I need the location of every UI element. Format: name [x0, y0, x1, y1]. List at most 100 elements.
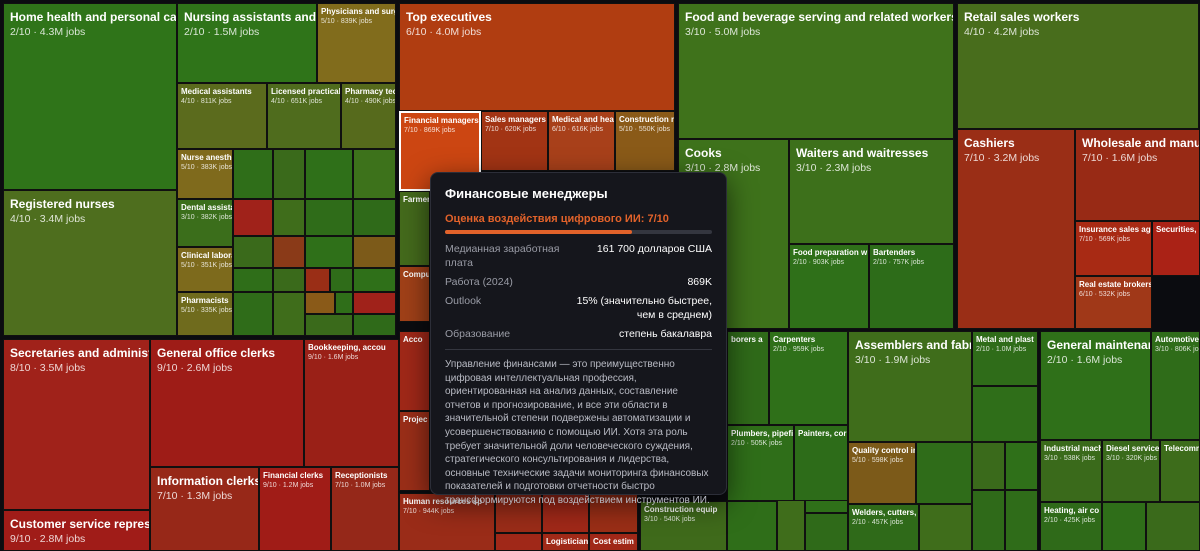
treemap-tile[interactable]: Securities, c	[1152, 221, 1200, 276]
treemap-tile-unlabeled[interactable]	[495, 533, 542, 551]
treemap-tile-unlabeled[interactable]	[1102, 502, 1146, 551]
treemap-tile-unlabeled[interactable]	[233, 292, 273, 336]
treemap-tile[interactable]: Waiters and waitresses 3/10 · 2.3M jobs	[789, 139, 954, 244]
tile-label: Financial clerks	[263, 471, 324, 480]
treemap-tile-unlabeled[interactable]	[233, 268, 273, 292]
treemap-tile[interactable]: Acco	[399, 331, 430, 411]
treemap-tile-unlabeled[interactable]	[330, 268, 353, 292]
treemap-tile[interactable]: Nursing assistants and orderlies 2/10 · 1…	[177, 3, 317, 83]
treemap-tile[interactable]: Cost estim	[589, 533, 638, 551]
treemap-tile-unlabeled[interactable]	[919, 504, 972, 551]
treemap-tile[interactable]: Licensed practical 4/10 · 651K jobs	[267, 83, 341, 149]
treemap-tile[interactable]: Assemblers and fabricators 3/10 · 1.9M jo…	[848, 331, 972, 442]
treemap-tile[interactable]: Food preparation w 2/10 · 903K jobs	[789, 244, 869, 329]
treemap-tile-unlabeled[interactable]	[305, 268, 330, 292]
treemap-tile[interactable]: Cashiers 7/10 · 3.2M jobs	[957, 129, 1075, 329]
treemap-tile[interactable]: Automotive t 3/10 · 806K jobs	[1151, 331, 1200, 440]
treemap-tile[interactable]: Receptionists 7/10 · 1.0M jobs	[331, 467, 399, 551]
treemap-tile-unlabeled[interactable]	[805, 513, 848, 551]
treemap-tile[interactable]: Retail sales workers 4/10 · 4.2M jobs	[957, 3, 1199, 129]
treemap-tile[interactable]: Construction m 5/10 · 550K jobs	[615, 111, 675, 171]
treemap-tile-unlabeled[interactable]	[1005, 490, 1038, 551]
treemap-tile[interactable]: Painters, cor	[794, 425, 848, 501]
treemap-tile-unlabeled[interactable]	[335, 292, 353, 314]
treemap-tile-unlabeled[interactable]	[972, 442, 1005, 490]
treemap-tile-unlabeled[interactable]	[305, 236, 353, 268]
tile-meta: 3/10 · 806K jobs	[1155, 346, 1199, 353]
treemap-tile-unlabeled[interactable]	[273, 268, 305, 292]
tooltip-score-bar	[445, 230, 712, 234]
treemap-tile-unlabeled[interactable]	[916, 442, 972, 504]
tile-meta: 9/10 · 1.2M jobs	[263, 482, 314, 489]
treemap-tile[interactable]: Pharmacists 5/10 · 335K jobs	[177, 292, 233, 336]
treemap-tile[interactable]: Real estate brokers 6/10 · 532K jobs	[1075, 276, 1152, 329]
treemap-tile[interactable]: Bookkeeping, accou 9/10 · 1.6M jobs	[304, 339, 399, 467]
treemap-tile[interactable]: Medical assistants 4/10 · 811K jobs	[177, 83, 267, 149]
treemap-tile-unlabeled[interactable]	[353, 292, 396, 314]
treemap-tile-unlabeled[interactable]	[273, 292, 305, 336]
treemap-tile[interactable]: General office clerks 9/10 · 2.6M jobs	[150, 339, 304, 467]
treemap-tile[interactable]: Quality control in 5/10 · 598K jobs	[848, 442, 916, 504]
treemap-tile[interactable]: Projec	[399, 411, 430, 491]
treemap-tile-unlabeled[interactable]	[972, 490, 1005, 551]
treemap-tile-unlabeled[interactable]	[233, 236, 273, 268]
treemap-tile[interactable]: Clinical labora 5/10 · 351K jobs	[177, 247, 233, 292]
treemap-tile-unlabeled[interactable]	[233, 149, 273, 199]
treemap-tile[interactable]: Home health and personal care 2/10 · 4.3M…	[3, 3, 177, 190]
treemap-tile-unlabeled[interactable]	[353, 199, 396, 236]
treemap-tile-unlabeled[interactable]	[1005, 442, 1038, 490]
treemap-tile[interactable]: Carpenters 2/10 · 959K jobs	[769, 331, 848, 425]
treemap-tile[interactable]: Financial clerks 9/10 · 1.2M jobs	[259, 467, 331, 551]
tile-label: Physicians and surgeons	[321, 7, 395, 16]
treemap-tile[interactable]: Secretaries and administrative 8/10 · 3.5…	[3, 339, 150, 510]
treemap-tile[interactable]: Pharmacy tec 4/10 · 490K jobs	[341, 83, 396, 149]
treemap-tile[interactable]: Logisticians	[542, 533, 589, 551]
treemap-tile[interactable]: Telecomm	[1160, 440, 1200, 502]
treemap-tile[interactable]: Dental assista 3/10 · 382K jobs	[177, 199, 233, 247]
treemap-tile[interactable]: Registered nurses 4/10 · 3.4M jobs	[3, 190, 177, 336]
treemap-tile[interactable]: General maintenance 2/10 · 1.6M jobs	[1040, 331, 1151, 440]
treemap-tile[interactable]: Compu	[399, 266, 430, 322]
treemap-tile[interactable]: Heating, air co 2/10 · 425K jobs	[1040, 502, 1102, 551]
treemap-tile-unlabeled[interactable]	[353, 236, 396, 268]
treemap-tile-unlabeled[interactable]	[233, 199, 273, 236]
treemap-tile[interactable]: Top executives 6/10 · 4.0M jobs	[399, 3, 675, 111]
treemap-tile[interactable]: Insurance sales age 7/10 · 569K jobs	[1075, 221, 1152, 276]
treemap-tile[interactable]: Bartenders 2/10 · 757K jobs	[869, 244, 954, 329]
tooltip-value: степень бакалавра	[619, 328, 712, 340]
tooltip-value: 15% (значительно быстрее, чем в среднем)	[576, 295, 712, 321]
treemap-tile-unlabeled[interactable]	[727, 501, 777, 551]
treemap-tile[interactable]: Welders, cutters, 2/10 · 457K jobs	[848, 504, 919, 551]
treemap-tile[interactable]: Physicians and surgeons 5/10 · 839K jobs	[317, 3, 396, 83]
tile-meta: 3/10 · 538K jobs	[1044, 455, 1095, 462]
treemap-tile-unlabeled[interactable]	[972, 386, 1038, 442]
treemap-tile-unlabeled[interactable]	[495, 493, 542, 533]
treemap-tile-unlabeled[interactable]	[305, 314, 353, 336]
treemap-tile[interactable]: Diesel service 3/10 · 320K jobs	[1102, 440, 1160, 502]
treemap-tile-unlabeled[interactable]	[353, 268, 396, 292]
treemap-tile-unlabeled[interactable]	[1146, 502, 1200, 551]
treemap-tile[interactable]: Medical and hea 6/10 · 616K jobs	[548, 111, 615, 171]
treemap-tile-unlabeled[interactable]	[589, 493, 638, 533]
treemap-tile[interactable]: Food and beverage serving and related wo…	[678, 3, 954, 139]
treemap-tile[interactable]: Wholesale and manufacturing 7/10 · 1.6M j…	[1075, 129, 1200, 221]
treemap-tile[interactable]: Sales managers 7/10 · 620K jobs	[481, 111, 548, 171]
treemap-tile[interactable]: Farmer	[399, 191, 430, 266]
treemap-tile-unlabeled[interactable]	[305, 149, 353, 199]
treemap-tile-unlabeled[interactable]	[273, 199, 305, 236]
treemap-tile[interactable]: Metal and plast 2/10 · 1.0M jobs	[972, 331, 1038, 386]
treemap-tile-unlabeled[interactable]	[273, 236, 305, 268]
treemap-tile-unlabeled[interactable]	[353, 314, 396, 336]
treemap-tile[interactable]: Plumbers, pipefitte 2/10 · 505K jobs	[727, 425, 794, 501]
treemap-tile[interactable]: borers a	[727, 331, 769, 425]
treemap-tile-unlabeled[interactable]	[305, 199, 353, 236]
tile-label: Nursing assistants and orderlies	[184, 10, 317, 24]
treemap-tile[interactable]: Information clerks 7/10 · 1.3M jobs	[150, 467, 259, 551]
treemap-tile[interactable]: Industrial mach 3/10 · 538K jobs	[1040, 440, 1102, 502]
treemap-tile-unlabeled[interactable]	[273, 149, 305, 199]
treemap-tile-unlabeled[interactable]	[305, 292, 335, 314]
treemap-tile[interactable]: Customer service representatives 9/10 · 2…	[3, 510, 150, 551]
treemap-tile[interactable]: Construction equip 3/10 · 540K jobs	[640, 501, 727, 551]
treemap-tile-unlabeled[interactable]	[353, 149, 396, 199]
treemap-tile[interactable]: Nurse anesthe 5/10 · 383K jobs	[177, 149, 233, 199]
